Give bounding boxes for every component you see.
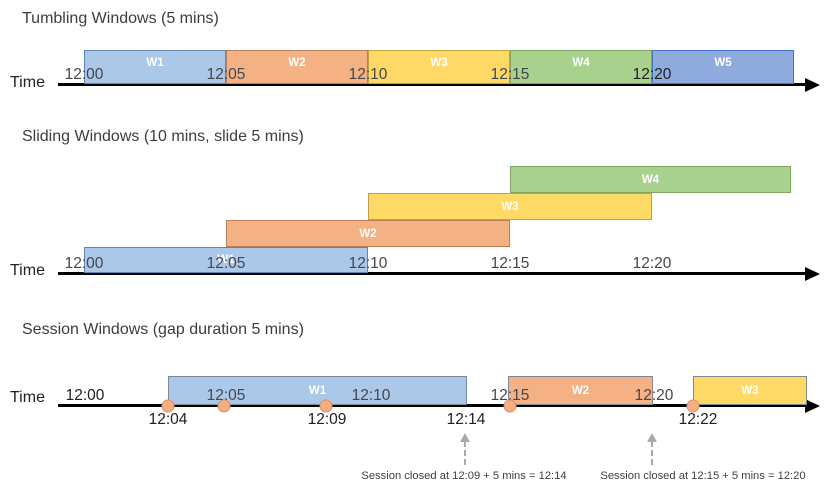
tumbling-window-bar-w3	[368, 50, 510, 84]
session-annotation-arrow-stem-1	[464, 441, 466, 465]
tumbling-tick-1205: 12:05	[206, 66, 246, 83]
session-section-title: Session Windows (gap duration 5 mins)	[22, 321, 304, 338]
tumbling-tick-1210: 12:10	[348, 66, 388, 83]
tumbling-window-label-w5: W5	[714, 57, 732, 69]
tumbling-tick-1200: 12:00	[64, 66, 104, 83]
tumbling-time-axis-label: Time	[10, 74, 45, 91]
session-tick-1205: 12:05	[206, 387, 246, 404]
session-event-dot-5	[686, 399, 700, 413]
sliding-section-title: Sliding Windows (10 mins, slide 5 mins)	[22, 128, 304, 145]
session-axis-arrow-icon	[805, 399, 820, 413]
session-annotation-text-2: Session closed at 12:15 + 5 mins = 12:20	[600, 470, 806, 482]
sliding-window-label-w1: W1	[217, 254, 235, 266]
session-time-axis	[58, 404, 806, 407]
session-window-label-w2: W2	[571, 384, 590, 397]
session-event-dot-1	[161, 399, 175, 413]
tumbling-tick-1220: 12:20	[632, 66, 672, 83]
session-event-label-1209: 12:09	[307, 411, 347, 428]
tumbling-window-label-w2: W2	[288, 57, 306, 69]
session-annotation-arrow-icon-2	[647, 433, 657, 442]
session-annotation-text-1: Session closed at 12:09 + 5 mins = 12:14	[361, 470, 567, 482]
session-window-bar-w1	[168, 376, 467, 405]
sliding-tick-1210: 12:10	[348, 255, 388, 272]
tumbling-window-bar-w2	[226, 50, 368, 84]
tumbling-window-label-w3: W3	[430, 57, 448, 69]
sliding-window-bar-w3	[368, 193, 652, 220]
tumbling-window-bar-w4	[510, 50, 652, 84]
tumbling-time-axis	[58, 83, 806, 86]
session-window-label-w3: W3	[741, 384, 759, 397]
tumbling-section-title: Tumbling Windows (5 mins)	[22, 10, 219, 27]
session-window-bar-w3	[693, 376, 807, 405]
sliding-tick-1215: 12:15	[490, 255, 530, 272]
sliding-window-label-w2: W2	[359, 227, 377, 240]
sliding-window-bar-w4	[510, 166, 791, 193]
sliding-tick-1220: 12:20	[632, 255, 672, 272]
sliding-window-label-w3: W3	[501, 200, 519, 213]
session-event-label-1222: 12:22	[678, 411, 718, 428]
sliding-tick-1205: 12:05	[206, 255, 246, 272]
tumbling-window-bar-w5	[652, 50, 794, 84]
session-event-dot-4	[503, 399, 517, 413]
sliding-axis-arrow-icon	[805, 267, 820, 281]
session-annotation-arrow-stem-2	[651, 441, 653, 465]
session-tick-1200: 12:00	[65, 387, 105, 404]
tumbling-window-label-w4: W4	[572, 57, 590, 69]
tumbling-tick-1215: 12:15	[490, 66, 530, 83]
session-tick-1220: 12:20	[634, 387, 674, 404]
session-event-dot-2	[217, 399, 231, 413]
sliding-tick-1200: 12:00	[64, 255, 104, 272]
session-tick-1210: 12:10	[351, 387, 391, 404]
sliding-window-bar-w1	[84, 247, 368, 273]
tumbling-window-bar-w1	[84, 50, 226, 84]
sliding-time-axis	[58, 272, 806, 275]
session-window-bar-w2	[508, 376, 653, 405]
session-annotation-arrow-icon-1	[460, 433, 470, 442]
session-event-label-1214: 12:14	[446, 411, 486, 428]
tumbling-window-label-w1: W1	[146, 57, 164, 69]
session-window-label-w1: W1	[308, 384, 327, 397]
session-event-label-1204: 12:04	[148, 411, 188, 428]
session-time-axis-label: Time	[10, 389, 45, 406]
session-event-dot-3	[319, 399, 333, 413]
sliding-window-label-w4: W4	[641, 173, 660, 186]
session-tick-1215: 12:15	[490, 387, 530, 404]
tumbling-axis-arrow-icon	[805, 78, 820, 92]
sliding-window-bar-w2	[226, 220, 510, 247]
sliding-time-axis-label: Time	[10, 262, 45, 279]
